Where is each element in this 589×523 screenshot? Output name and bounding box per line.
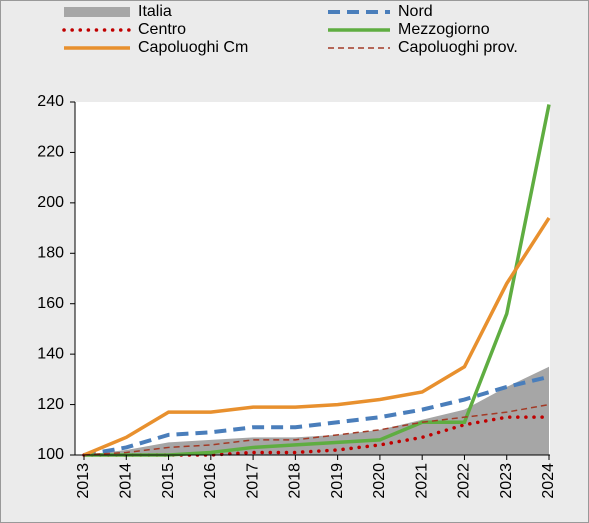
- y-tick-label: 160: [37, 295, 64, 312]
- x-tick-label: 2020: [371, 463, 388, 499]
- y-tick-label: 140: [37, 345, 64, 362]
- x-tick-label: 2021: [413, 463, 430, 499]
- legend-swatch: [64, 7, 130, 17]
- x-tick-label: 2017: [244, 463, 261, 499]
- line: [83, 374, 550, 457]
- x-tick-label: 2018: [287, 463, 304, 499]
- y-tick-label: 200: [37, 194, 64, 211]
- x-tick-label: 2024: [540, 463, 557, 499]
- x-tick-label: 2015: [160, 463, 177, 499]
- x-tick-label: 2023: [498, 463, 515, 499]
- x-tick-label: 2014: [117, 463, 134, 499]
- plot-area: [75, 102, 550, 455]
- y-tick-label: 120: [37, 396, 64, 413]
- legend-label: Capoluoghi Cm: [138, 39, 248, 56]
- x-tick-label: 2013: [75, 463, 92, 499]
- legend-label: Capoluoghi prov.: [398, 39, 518, 56]
- legend-label: Centro: [138, 21, 186, 38]
- x-tick-label: 2019: [329, 463, 346, 499]
- legend-label: Mezzogiorno: [398, 21, 490, 38]
- legend-label: Italia: [138, 3, 172, 20]
- x-tick-label: 2016: [202, 463, 219, 499]
- y-tick-label: 240: [37, 93, 64, 110]
- line: [83, 217, 551, 457]
- legend-label: Nord: [398, 3, 433, 20]
- x-tick-label: 2022: [456, 463, 473, 499]
- y-tick-label: 100: [37, 446, 64, 463]
- line: [82, 415, 551, 457]
- area: [84, 366, 549, 455]
- line: [83, 403, 550, 456]
- y-tick-label: 180: [37, 245, 64, 262]
- y-tick-label: 220: [37, 144, 64, 161]
